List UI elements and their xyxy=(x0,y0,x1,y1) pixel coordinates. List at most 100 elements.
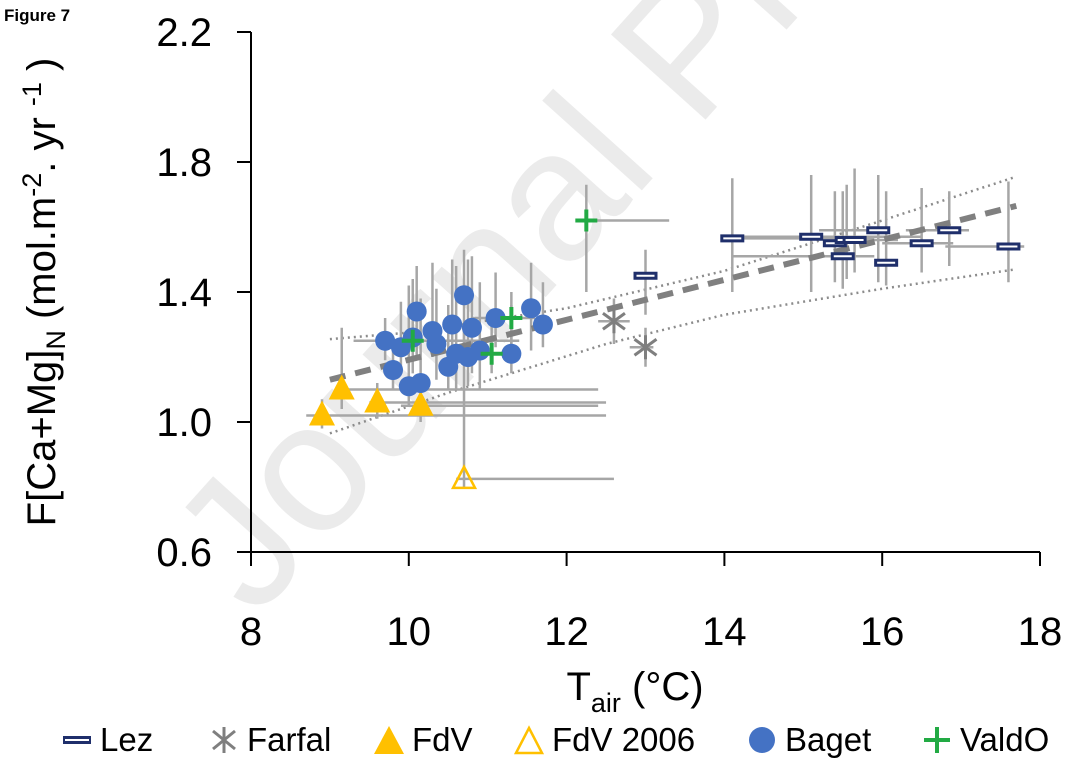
legend-item-fdv: FdV xyxy=(372,718,473,762)
y-tick-label: 0.6 xyxy=(156,531,212,575)
data-point-baget xyxy=(454,285,475,306)
data-point-baget xyxy=(406,301,427,322)
asterisk-marker-icon xyxy=(212,727,236,753)
circle-marker xyxy=(521,298,542,319)
data-point-baget xyxy=(410,373,431,393)
data-point-fdv xyxy=(364,387,391,413)
data-point-farfal xyxy=(633,335,658,360)
data-point-lez xyxy=(799,232,824,241)
data-point-fdv xyxy=(407,390,434,416)
data-point-lez xyxy=(866,226,891,235)
circle-marker xyxy=(375,330,396,351)
legend-item-fdv-2006: FdV 2006 xyxy=(512,718,695,762)
figure-label: Figure 7 xyxy=(4,6,71,25)
x-axis-title-sub: air xyxy=(591,688,621,716)
legend-item-valdo: ValdO xyxy=(920,718,1049,762)
circle-marker xyxy=(426,334,447,354)
legend-label-baget: Baget xyxy=(785,721,872,758)
y-axis-title-unit-b: . yr xyxy=(20,106,64,173)
data-point-lez xyxy=(996,242,1021,251)
circle-marker xyxy=(469,340,490,361)
dash-marker-highlight xyxy=(869,229,888,232)
data-point-baget xyxy=(521,298,542,319)
regression-line xyxy=(329,202,1018,383)
confidence-band-lower xyxy=(329,268,1017,435)
triangle-marker xyxy=(309,400,336,426)
triangle-open-marker-icon xyxy=(513,725,545,755)
data-point-fdv xyxy=(309,400,336,426)
watermark: Journal Pre-proof xyxy=(132,0,1074,647)
y-tick-label: 1.4 xyxy=(156,271,212,315)
data-point-baget xyxy=(485,308,506,328)
legend: Lez Farfal FdV FdV 2006 Baget ValdO xyxy=(0,716,1074,764)
data-point-lez xyxy=(874,258,899,267)
circle-marker xyxy=(406,301,427,322)
dash-marker-highlight xyxy=(877,261,896,264)
watermark-text: Journal Pre-proof xyxy=(132,0,1074,647)
dash-marker-highlight xyxy=(999,245,1018,248)
legend-label-fdv-2006: FdV 2006 xyxy=(552,721,696,758)
legend-item-lez: Lez xyxy=(60,718,153,762)
circle-marker xyxy=(501,343,522,364)
data-point-baget xyxy=(461,317,482,338)
legend-label-valdo: ValdO xyxy=(960,721,1050,758)
data-point-valdo xyxy=(500,307,523,329)
x-tick-label: 10 xyxy=(387,610,432,654)
triangle-open-marker xyxy=(450,464,478,490)
data-point-baget xyxy=(383,360,404,380)
data-point-lez xyxy=(720,234,745,243)
legend-item-baget: Baget xyxy=(745,718,871,762)
y-tick-label: 1.8 xyxy=(156,141,212,185)
triangle-filled-marker-icon xyxy=(374,726,404,754)
circle-marker xyxy=(532,314,553,335)
trend-line xyxy=(329,202,1018,383)
y-ticks: 0.6 1.0 1.4 1.8 2.2 xyxy=(156,11,251,575)
y-axis-title-unit-a: (mol.m xyxy=(20,197,64,330)
dash-marker-highlight xyxy=(636,274,655,277)
data-point-lez xyxy=(909,239,934,248)
data-point-lez xyxy=(633,271,658,280)
y-axis-title-sup-a: -2 xyxy=(17,173,47,197)
circle-marker-icon xyxy=(749,727,775,753)
scatter-chart: Journal Pre-proof 8 10 12 14 16 18 0.6 1.0 1.4 1… xyxy=(17,0,1074,716)
triangle-marker xyxy=(364,387,391,413)
plus-marker-icon xyxy=(924,727,950,753)
x-ticks: 8 10 12 14 16 18 xyxy=(240,552,1062,654)
triangle-marker xyxy=(328,374,355,400)
data-point-lez xyxy=(830,252,855,261)
legend-label-fdv: FdV xyxy=(412,721,473,758)
dash-marker-highlight xyxy=(723,237,742,240)
y-axis-title: F[Ca+Mg]N (mol.m-2. yr -1 ) xyxy=(17,58,71,527)
data-point-valdo xyxy=(575,209,598,232)
data-point-lez xyxy=(842,236,867,244)
circle-marker xyxy=(410,373,431,393)
dash-marker-icon xyxy=(63,736,91,744)
data-point-valdo xyxy=(401,329,424,352)
data-point-farfal xyxy=(602,309,626,334)
circle-marker xyxy=(383,360,404,380)
y-tick-label: 1.0 xyxy=(156,401,212,445)
data-point-baget xyxy=(442,314,463,335)
y-axis-title-unit-c: ) xyxy=(20,58,64,82)
circle-marker xyxy=(461,317,482,338)
circle-marker xyxy=(442,314,463,335)
circle-marker xyxy=(454,285,475,306)
y-axis-title-main: F[Ca+Mg] xyxy=(20,350,64,527)
legend-item-farfal: Farfal xyxy=(207,718,331,762)
data-point-baget xyxy=(532,314,553,335)
y-tick-label: 2.2 xyxy=(156,11,212,55)
x-axis-title-unit: (°C) xyxy=(621,665,704,709)
dash-marker-highlight xyxy=(802,235,821,238)
data-point-lez xyxy=(937,226,962,235)
dash-marker-highlight xyxy=(833,255,852,258)
x-tick-label: 16 xyxy=(860,610,905,654)
x-axis-title-main: T xyxy=(566,665,590,709)
legend-label-farfal: Farfal xyxy=(247,721,332,758)
dash-marker-highlight xyxy=(940,229,959,232)
data-point-baget xyxy=(375,330,396,351)
x-tick-label: 18 xyxy=(1018,610,1063,654)
triangle-marker xyxy=(407,390,434,416)
legend-label-lez: Lez xyxy=(100,721,154,758)
data-point-baget xyxy=(501,343,522,364)
dash-marker-highlight xyxy=(845,239,864,241)
